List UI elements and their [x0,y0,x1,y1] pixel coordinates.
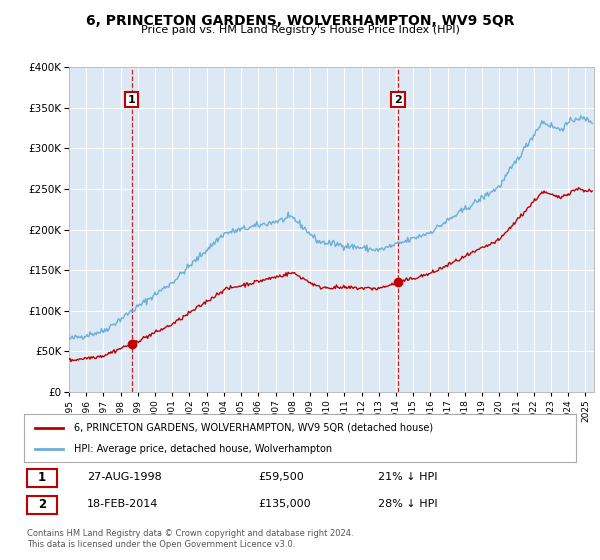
Text: Price paid vs. HM Land Registry's House Price Index (HPI): Price paid vs. HM Land Registry's House … [140,25,460,35]
Text: Contains HM Land Registry data © Crown copyright and database right 2024.
This d: Contains HM Land Registry data © Crown c… [27,529,353,549]
Text: 1: 1 [38,471,46,484]
Text: 18-FEB-2014: 18-FEB-2014 [87,499,158,509]
Text: £59,500: £59,500 [258,472,304,482]
Text: 2: 2 [394,95,402,105]
Text: 6, PRINCETON GARDENS, WOLVERHAMPTON, WV9 5QR (detached house): 6, PRINCETON GARDENS, WOLVERHAMPTON, WV9… [74,423,433,433]
Text: 1: 1 [128,95,136,105]
Text: 6, PRINCETON GARDENS, WOLVERHAMPTON, WV9 5QR: 6, PRINCETON GARDENS, WOLVERHAMPTON, WV9… [86,14,514,28]
Text: 2: 2 [38,498,46,511]
Text: HPI: Average price, detached house, Wolverhampton: HPI: Average price, detached house, Wolv… [74,444,332,454]
Text: 28% ↓ HPI: 28% ↓ HPI [378,499,437,509]
Text: £135,000: £135,000 [258,499,311,509]
Text: 21% ↓ HPI: 21% ↓ HPI [378,472,437,482]
Text: 27-AUG-1998: 27-AUG-1998 [87,472,162,482]
